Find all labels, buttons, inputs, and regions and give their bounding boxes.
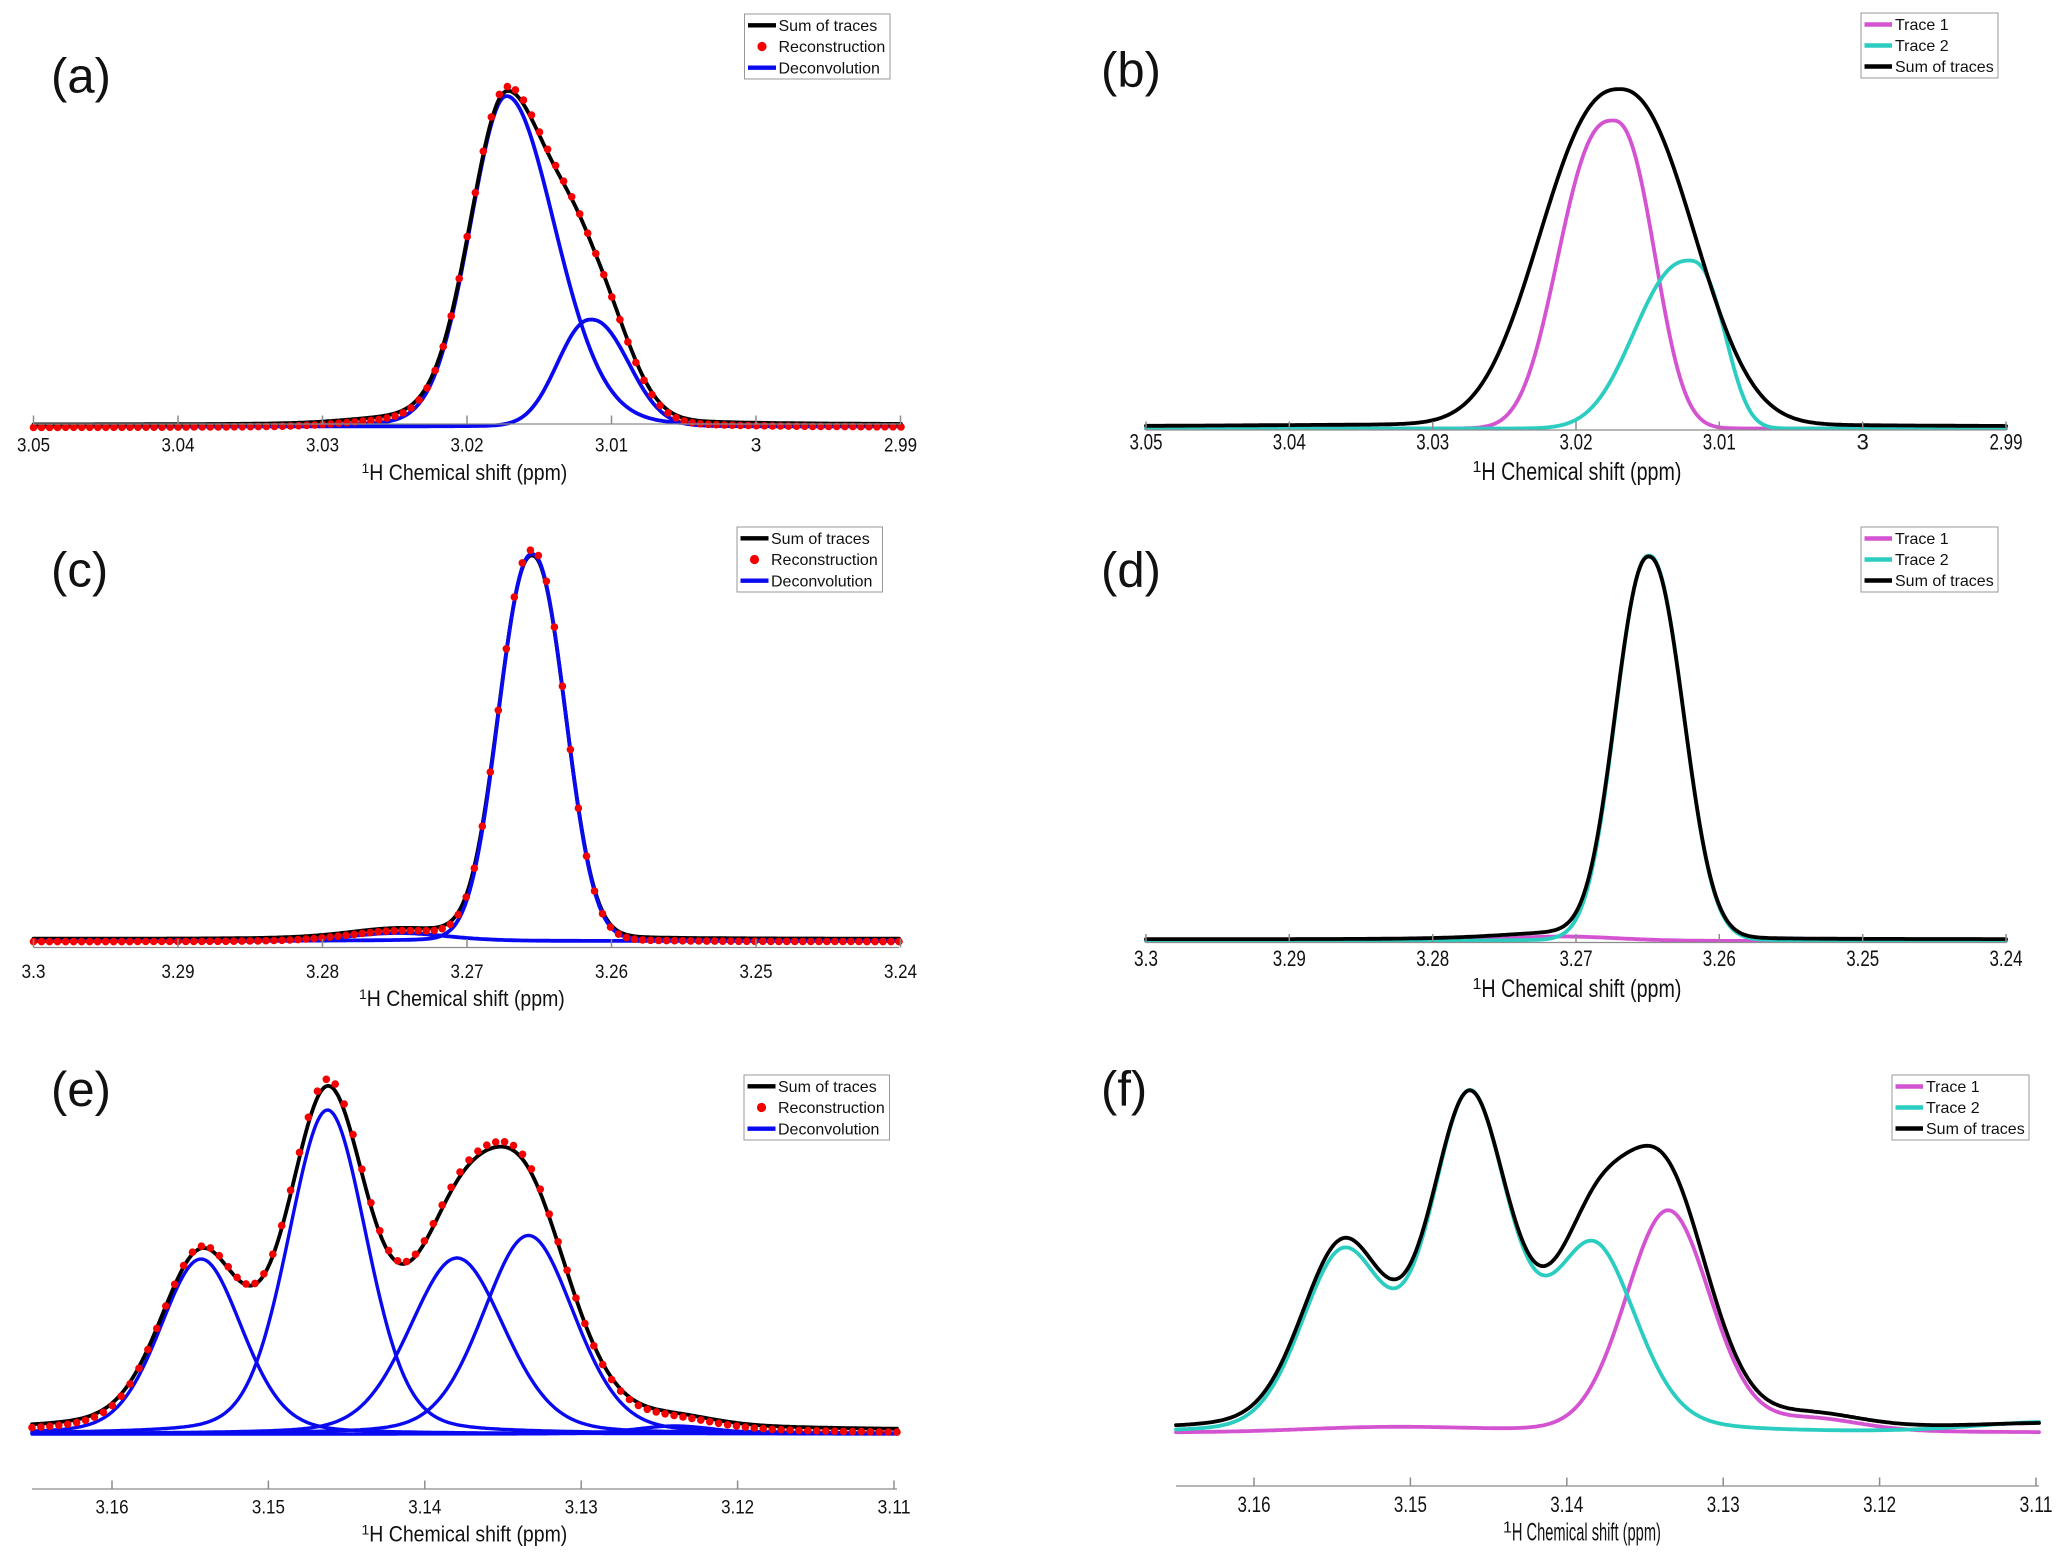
svg-text:1H Chemical shift (ppm): 1H Chemical shift (ppm) — [1503, 1518, 1661, 1546]
svg-text:3.16: 3.16 — [96, 1498, 129, 1519]
svg-text:Sum of traces: Sum of traces — [1895, 573, 1994, 590]
svg-text:3.28: 3.28 — [306, 962, 339, 983]
svg-text:Deconvolution: Deconvolution — [771, 573, 872, 590]
svg-text:Reconstruction: Reconstruction — [779, 39, 886, 56]
svg-text:3.24: 3.24 — [884, 962, 917, 983]
svg-text:1H Chemical shift (ppm): 1H Chemical shift (ppm) — [362, 1522, 568, 1547]
svg-text:3.12: 3.12 — [1863, 1492, 1896, 1517]
svg-text:3.05: 3.05 — [17, 436, 50, 457]
svg-text:3.11: 3.11 — [878, 1498, 911, 1519]
svg-text:3.3: 3.3 — [22, 962, 46, 983]
svg-text:3: 3 — [1857, 430, 1869, 455]
svg-text:3.03: 3.03 — [306, 436, 339, 457]
svg-text:3.27: 3.27 — [451, 962, 484, 983]
svg-text:Sum of traces: Sum of traces — [779, 18, 878, 35]
svg-text:2.99: 2.99 — [884, 436, 917, 457]
svg-text:3.02: 3.02 — [1560, 430, 1593, 455]
svg-text:Trace 1: Trace 1 — [1926, 1079, 1980, 1096]
svg-text:3.28: 3.28 — [1416, 946, 1449, 971]
svg-text:Reconstruction: Reconstruction — [771, 552, 878, 569]
svg-text:(b): (b) — [1101, 44, 1161, 98]
svg-text:3.12: 3.12 — [721, 1498, 754, 1519]
svg-text:3.13: 3.13 — [1707, 1492, 1740, 1517]
svg-text:(e): (e) — [51, 1063, 111, 1117]
svg-text:1H Chemical shift (ppm): 1H Chemical shift (ppm) — [1473, 458, 1682, 486]
svg-text:Reconstruction: Reconstruction — [778, 1100, 885, 1117]
svg-text:(d): (d) — [1101, 544, 1161, 598]
svg-text:(f): (f) — [1101, 1063, 1147, 1117]
svg-text:Trace 1: Trace 1 — [1895, 17, 1949, 34]
svg-text:3.01: 3.01 — [595, 436, 628, 457]
svg-text:3.11: 3.11 — [2020, 1492, 2053, 1517]
svg-text:3: 3 — [751, 436, 762, 457]
svg-text:3.01: 3.01 — [1703, 430, 1736, 455]
svg-text:3.15: 3.15 — [252, 1498, 285, 1519]
svg-text:1H Chemical shift (ppm): 1H Chemical shift (ppm) — [1473, 975, 1682, 1003]
svg-text:3.27: 3.27 — [1560, 946, 1593, 971]
svg-text:(c): (c) — [51, 544, 108, 598]
svg-text:Sum of traces: Sum of traces — [1926, 1121, 2025, 1138]
svg-text:3.15: 3.15 — [1394, 1492, 1427, 1517]
svg-text:3.05: 3.05 — [1130, 430, 1163, 455]
svg-text:3.26: 3.26 — [595, 962, 628, 983]
svg-text:2.99: 2.99 — [1990, 430, 2023, 455]
svg-text:3.29: 3.29 — [1273, 946, 1306, 971]
svg-text:Sum of traces: Sum of traces — [771, 531, 870, 548]
svg-text:Trace 2: Trace 2 — [1895, 552, 1949, 569]
svg-text:3.24: 3.24 — [1990, 946, 2023, 971]
svg-text:1H Chemical shift (ppm): 1H Chemical shift (ppm) — [359, 986, 565, 1011]
svg-text:3.29: 3.29 — [162, 962, 195, 983]
svg-text:3.16: 3.16 — [1238, 1492, 1271, 1517]
svg-text:3.03: 3.03 — [1416, 430, 1449, 455]
svg-text:3.26: 3.26 — [1703, 946, 1736, 971]
svg-text:3.13: 3.13 — [565, 1498, 598, 1519]
svg-text:3.14: 3.14 — [408, 1498, 441, 1519]
svg-text:Trace 2: Trace 2 — [1926, 1100, 1980, 1117]
svg-text:Trace 2: Trace 2 — [1895, 38, 1949, 55]
svg-text:(a): (a) — [51, 50, 111, 104]
svg-text:Deconvolution: Deconvolution — [779, 60, 880, 77]
svg-text:3.25: 3.25 — [1846, 946, 1879, 971]
svg-text:Sum of traces: Sum of traces — [1895, 59, 1994, 76]
svg-text:Deconvolution: Deconvolution — [778, 1121, 879, 1138]
svg-text:Trace 1: Trace 1 — [1895, 531, 1949, 548]
svg-text:Sum of traces: Sum of traces — [778, 1079, 877, 1096]
svg-text:3.04: 3.04 — [1273, 430, 1306, 455]
svg-text:3.02: 3.02 — [451, 436, 484, 457]
svg-text:1H Chemical shift (ppm): 1H Chemical shift (ppm) — [362, 460, 568, 485]
svg-text:3.25: 3.25 — [740, 962, 773, 983]
svg-text:3.3: 3.3 — [1134, 946, 1158, 971]
svg-text:3.04: 3.04 — [162, 436, 195, 457]
svg-text:3.14: 3.14 — [1550, 1492, 1583, 1517]
